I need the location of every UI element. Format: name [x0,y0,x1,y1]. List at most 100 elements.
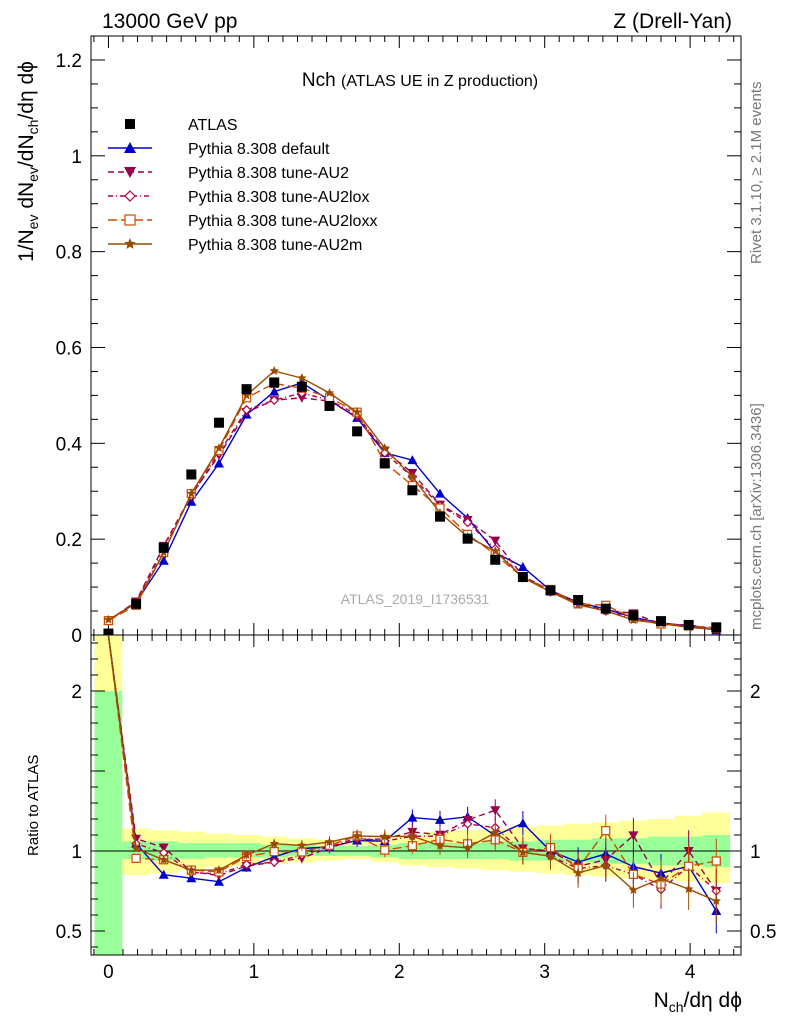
legend-marker-default [124,142,136,153]
y-tick-label: 1 [71,147,82,168]
ratio-point-au2m [545,851,556,861]
point-default [269,386,280,396]
ratio-point-au2loxx [711,856,721,866]
header-process: Z (Drell-Yan) [613,10,732,33]
legend-marker-au2loxx [124,214,136,226]
point-atlas [213,417,224,428]
point-au2m [490,546,500,556]
legend-label-au2loxx: Pythia 8.308 tune-AU2loxx [188,213,377,230]
point-au2lox [241,404,252,415]
point-atlas [407,485,418,496]
point-atlas [158,542,169,553]
ratio-point-au2m [490,827,500,837]
point-atlas [517,572,528,583]
ratio-point-au2m [601,860,611,870]
legend-marker-au2lox [124,190,136,202]
ratio-point-au2loxx [269,847,279,857]
point-au2m [241,390,252,400]
ratio-point-au2loxx [380,845,390,855]
x-tick-label: 0 [103,962,114,983]
legend-marker-au2 [124,167,136,178]
x-tick-label: 3 [539,962,550,983]
ratio-point-au2m [628,885,639,895]
y-tick-label: 0 [71,626,82,647]
legend-label-au2: Pythia 8.308 tune-AU2 [188,165,349,182]
ratio-point-au2m [297,840,307,850]
ratio-point-au2m [518,847,528,857]
ratio-point-au2m [352,830,362,840]
mcplots-label: mcplots.cern.ch [arXiv:1306.3436] [748,403,765,630]
ratio-point-au2m [131,843,141,853]
point-atlas [490,554,501,565]
point-default [186,496,197,506]
main-y-axis-title: 1/Nev dNev/dNch/dη dϕ [15,61,41,262]
point-au2 [296,393,307,403]
watermark: ATLAS_2019_I1736531 [341,591,490,607]
ratio-frame [90,634,742,956]
point-atlas [186,469,197,480]
point-au2m [297,373,307,383]
plot-title-sub: (ATLAS UE in Z production) [341,73,538,90]
ratio-panel: 0 1 2 3 4 0.5 0.5 1 1 2 2 [56,634,776,983]
ratio-point-au2m [683,884,694,894]
point-atlas [269,377,280,388]
ratio-point-au2lox [462,819,473,829]
point-au2m [380,443,390,453]
ratio-band-outer [94,635,731,955]
ratio-point-au2m [462,842,473,852]
header-energy: 13000 GeV pp [102,10,237,33]
ratio-point-au2m [711,896,721,905]
ratio-point-au2m [380,831,390,841]
point-au2m [186,488,197,498]
y-tick-label: 0.8 [56,243,82,264]
ratio-point-au2lox [241,859,252,870]
point-atlas [324,400,335,411]
point-atlas [573,595,584,606]
ratio-point-au2 [628,831,639,841]
legend-label-default: Pythia 8.308 default [188,141,330,158]
ratio-point-au2m [324,837,335,846]
ratio-y-tick-label-right: 0.5 [750,922,776,943]
ratio-point-au2m [573,867,583,877]
ratio-point-default [434,814,445,824]
point-atlas [600,603,611,614]
ratio-y-tick-label-right: 1 [750,842,761,863]
legend-label-au2lox: Pythia 8.308 tune-AU2lox [188,189,369,206]
point-atlas [711,622,722,633]
point-atlas [296,381,307,392]
point-au2 [490,536,501,546]
band-inner-bin [94,691,123,955]
series-line-au2loxx [108,382,717,629]
point-atlas [545,585,556,596]
ratio-y-tick-label: 2 [71,682,82,703]
legend: ATLAS Pythia 8.308 default Pythia 8.308 tu… [108,117,377,254]
ratio-point-au2m [214,865,224,875]
ratio-point-au2 [490,806,501,816]
ratio-y-tick-label: 1 [71,842,82,863]
point-au2lox [269,395,280,406]
point-au2m [214,443,224,453]
main-panel: 0 0.2 0.4 0.6 0.8 1 1.2 [56,35,742,955]
y-tick-label: 0.6 [56,338,82,359]
point-au2m [269,366,279,375]
ratio-point-au2loxx [131,853,141,863]
point-atlas [352,426,363,437]
ratio-series-group [107,634,722,934]
point-atlas [379,458,390,469]
rivet-label: Rivet 3.1.10, ≥ 2.1M events [748,82,765,265]
point-atlas [103,628,114,639]
point-atlas [462,533,473,544]
point-au2m [103,614,114,624]
point-default [213,458,224,468]
ratio-point-default [186,873,197,883]
legend-label-au2m: Pythia 8.308 tune-AU2m [188,237,362,254]
x-tick-label: 2 [394,962,405,983]
legend-marker-au2m [124,238,136,249]
point-atlas [241,384,252,395]
ratio-point-au2m [159,854,169,864]
ratio-point-default [213,876,224,886]
x-tick-label: 4 [685,962,696,983]
y-tick-label: 1.2 [56,51,82,72]
ratio-y-axis-title: Ratio to ATLAS [25,755,42,856]
plot-title: Nch (ATLAS UE in Z production) [302,70,538,91]
